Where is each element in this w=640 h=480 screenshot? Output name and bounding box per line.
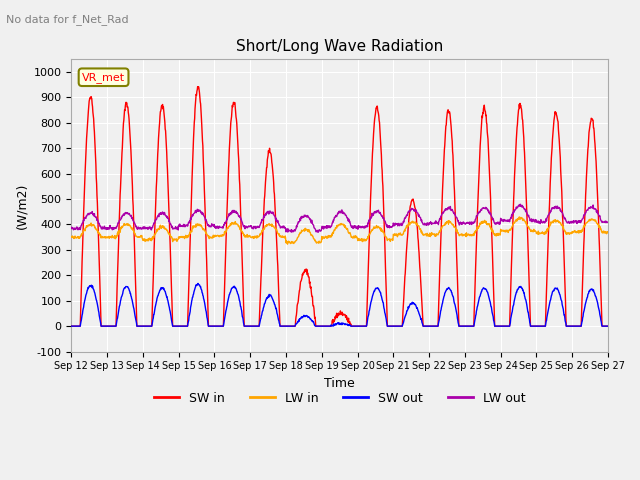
Text: No data for f_Net_Rad: No data for f_Net_Rad <box>6 14 129 25</box>
Legend: SW in, LW in, SW out, LW out: SW in, LW in, SW out, LW out <box>148 386 531 409</box>
X-axis label: Time: Time <box>324 377 355 390</box>
Text: VR_met: VR_met <box>82 72 125 83</box>
Y-axis label: (W/m2): (W/m2) <box>15 182 28 228</box>
Title: Short/Long Wave Radiation: Short/Long Wave Radiation <box>236 39 444 54</box>
